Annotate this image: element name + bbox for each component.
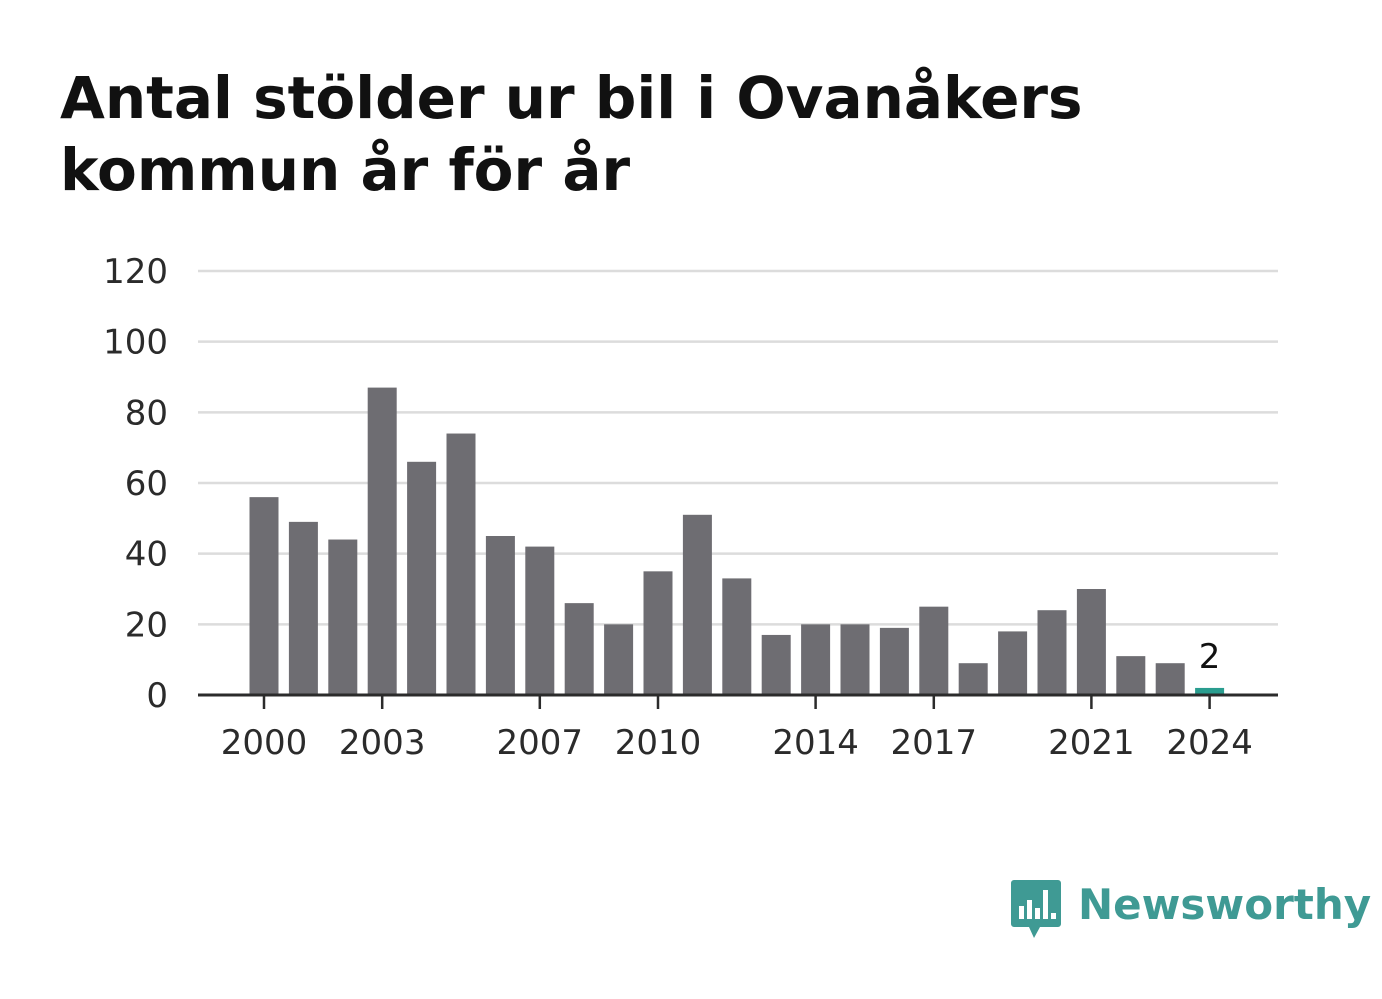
bars <box>249 387 1225 695</box>
newsworthy-logo: Newsworthy <box>1010 878 1371 942</box>
y-tick-label: 60 <box>125 464 168 504</box>
y-tick-label: 0 <box>146 676 168 716</box>
x-tick-label: 2000 <box>221 723 308 763</box>
y-tick-label: 120 <box>103 252 168 292</box>
x-axis-ticks: 2000 2003 2007 2010 2014 2017 2021 2024 <box>221 695 1253 763</box>
x-tick-label: 2014 <box>772 723 859 763</box>
bar-2006 <box>485 536 515 695</box>
bar-2012 <box>722 578 752 695</box>
bar-2015 <box>840 624 870 695</box>
bar-2003 <box>367 387 397 695</box>
bar-2010 <box>643 571 673 695</box>
chart-title: Antal stölder ur bil i Ovanåkers kommun … <box>60 64 1083 204</box>
y-tick-label: 20 <box>125 605 168 645</box>
x-tick-label: 2024 <box>1166 723 1253 763</box>
x-tick-label: 2007 <box>497 723 584 763</box>
x-tick-label: 2021 <box>1048 723 1135 763</box>
x-tick-label: 2017 <box>891 723 978 763</box>
bar-2011 <box>682 514 712 695</box>
bar-2020 <box>1037 610 1067 695</box>
x-tick-label: 2010 <box>615 723 702 763</box>
bar-2019 <box>998 631 1028 695</box>
bar-2001 <box>288 521 318 695</box>
data-labels: 2 <box>1199 637 1221 677</box>
y-axis-ticks: 0 20 40 60 80 100 120 <box>103 252 168 716</box>
x-tick-label: 2003 <box>339 723 426 763</box>
chart-speech-bubble-icon <box>1011 880 1061 938</box>
bar-2009 <box>604 624 634 695</box>
bar-2018 <box>958 663 988 695</box>
gridlines <box>198 269 1278 626</box>
bar-2002 <box>328 539 358 695</box>
bar-2008 <box>564 603 594 695</box>
bar-2021 <box>1076 589 1106 695</box>
bar-2022 <box>1116 656 1146 695</box>
bar-2016 <box>879 627 909 695</box>
bar-2013 <box>761 634 791 695</box>
bar-2017 <box>919 606 949 695</box>
bar-2023 <box>1155 663 1185 695</box>
data-label: 2 <box>1199 637 1221 677</box>
bar-2004 <box>407 461 437 695</box>
bar-2007 <box>525 546 555 695</box>
brand-name: Newsworthy <box>1078 880 1372 929</box>
y-tick-label: 100 <box>103 323 168 363</box>
bar-2024 <box>1195 687 1225 695</box>
bar-2014 <box>801 624 831 695</box>
y-tick-label: 40 <box>125 535 168 575</box>
y-tick-label: 80 <box>125 393 168 433</box>
bar-2005 <box>446 433 476 695</box>
bar-2000 <box>249 497 279 695</box>
